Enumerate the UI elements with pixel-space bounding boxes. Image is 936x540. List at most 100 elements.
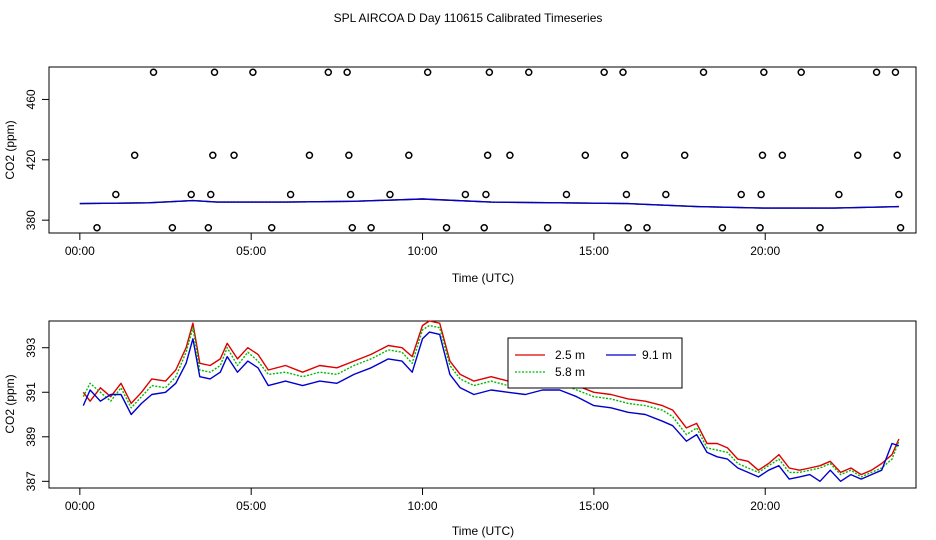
series-line-2-5-m <box>82 320 900 476</box>
scatter-point <box>600 68 608 77</box>
scatter-point <box>893 151 901 160</box>
scatter-point <box>758 151 767 160</box>
bottom-y-tick-label: 387 <box>24 471 38 491</box>
bottom-y-axis: 387 389 391 393 <box>24 337 49 491</box>
scatter-point <box>461 190 470 199</box>
legend-label-9-1m: 9.1 m <box>642 348 672 362</box>
bottom-y-tick-label: 393 <box>24 337 38 357</box>
legend-box <box>507 337 683 389</box>
scatter-point <box>483 151 492 160</box>
legend-label-2-5m: 2.5 m <box>555 348 585 362</box>
scatter-point <box>835 190 843 199</box>
bottom-x-tick-label: 15:00 <box>579 499 609 513</box>
scatter-point <box>149 68 158 77</box>
scatter-point <box>130 151 139 160</box>
scatter-point <box>485 68 494 77</box>
scatter-point <box>267 223 276 232</box>
bottom-series-lines <box>82 320 900 482</box>
top-x-tick-label: 15:00 <box>579 244 609 258</box>
scatter-point <box>756 223 764 232</box>
scatter-point <box>562 190 571 199</box>
scatter-point <box>619 68 627 77</box>
top-x-tick-label: 00:00 <box>65 244 95 258</box>
scatter-point <box>506 151 514 160</box>
scatter-point <box>778 151 787 160</box>
scatter-point <box>423 68 432 77</box>
scatter-point <box>581 151 590 160</box>
scatter-point <box>348 223 357 232</box>
scatter-point <box>896 223 905 232</box>
top-panel: 00:00 05:00 10:00 15:00 20:00 380 420 460 Time… <box>3 66 917 285</box>
scatter-point <box>230 151 238 160</box>
top-x-tick-label: 10:00 <box>408 244 438 258</box>
series-line-9-1-m <box>79 198 899 209</box>
top-y-label: CO2 (ppm) <box>3 120 17 179</box>
top-x-axis: 00:00 05:00 10:00 15:00 20:00 <box>65 233 781 258</box>
scatter-point <box>204 223 213 232</box>
scatter-point <box>543 223 552 232</box>
scatter-point <box>210 68 219 77</box>
series-line-5-8-m <box>79 198 899 209</box>
scatter-point <box>168 223 177 232</box>
scatter-point <box>622 190 631 199</box>
page-title: SPL AIRCOA D Day 110615 Calibrated Times… <box>334 11 603 25</box>
scatter-point <box>699 68 708 77</box>
scatter-point <box>853 151 862 160</box>
bottom-y-label: CO2 (ppm) <box>3 374 17 433</box>
bottom-x-tick-label: 20:00 <box>750 499 780 513</box>
bottom-plot-frame <box>48 320 917 489</box>
bottom-x-tick-label: 00:00 <box>65 499 95 513</box>
scatter-point <box>343 68 351 77</box>
scatter-point <box>891 68 900 77</box>
scatter-point <box>442 223 451 232</box>
top-y-tick-label: 460 <box>24 89 38 109</box>
bottom-y-tick-label: 391 <box>24 382 38 402</box>
scatter-point <box>760 68 768 77</box>
scatter-point <box>206 190 215 199</box>
top-x-tick-label: 20:00 <box>750 244 780 258</box>
scatter-point <box>386 190 394 199</box>
legend-label-5-8m: 5.8 m <box>555 365 585 379</box>
bottom-x-tick-label: 05:00 <box>236 499 266 513</box>
scatter-point <box>367 223 375 232</box>
scatter-point <box>286 190 295 199</box>
scatter-point <box>816 223 824 232</box>
scatter-point <box>305 151 314 160</box>
scatter-point <box>112 190 120 199</box>
series-line-5-8-m <box>82 324 900 478</box>
series-line-9-1-m <box>82 331 900 482</box>
bottom-x-label: Time (UTC) <box>452 524 514 538</box>
top-y-tick-label: 380 <box>24 210 38 230</box>
scatter-point <box>480 223 488 232</box>
scatter-point <box>209 151 217 160</box>
scatter-point <box>405 151 413 160</box>
top-y-tick-label: 420 <box>24 149 38 169</box>
bottom-x-axis: 00:00 05:00 10:00 15:00 20:00 <box>65 488 781 513</box>
scatter-point <box>93 223 101 232</box>
legend: 2.5 m 9.1 m 5.8 m <box>507 337 683 389</box>
scatter-point <box>872 68 881 77</box>
scatter-point <box>620 151 629 160</box>
scatter-point <box>662 190 670 199</box>
scatter-point <box>345 151 353 160</box>
top-x-tick-label: 05:00 <box>236 244 266 258</box>
scatter-point <box>737 190 745 199</box>
scatter-point <box>249 68 257 77</box>
scatter-point <box>624 223 632 232</box>
bottom-panel: 00:00 05:00 10:00 15:00 20:00 387 389 391 393 T… <box>3 320 917 538</box>
top-y-axis: 380 420 460 <box>24 89 49 230</box>
bottom-y-tick-label: 389 <box>24 426 38 446</box>
scatter-point <box>525 68 533 77</box>
top-series-lines <box>79 198 899 209</box>
scatter-point <box>187 190 195 199</box>
scatter-point <box>346 190 355 199</box>
scatter-point <box>797 68 805 77</box>
series-line-2-5-m <box>79 198 899 209</box>
scatter-point <box>680 151 689 160</box>
scatter-point <box>718 223 727 232</box>
scatter-point <box>643 223 651 232</box>
scatter-point <box>757 190 765 199</box>
scatter-point <box>324 68 333 77</box>
top-x-label: Time (UTC) <box>452 271 514 285</box>
